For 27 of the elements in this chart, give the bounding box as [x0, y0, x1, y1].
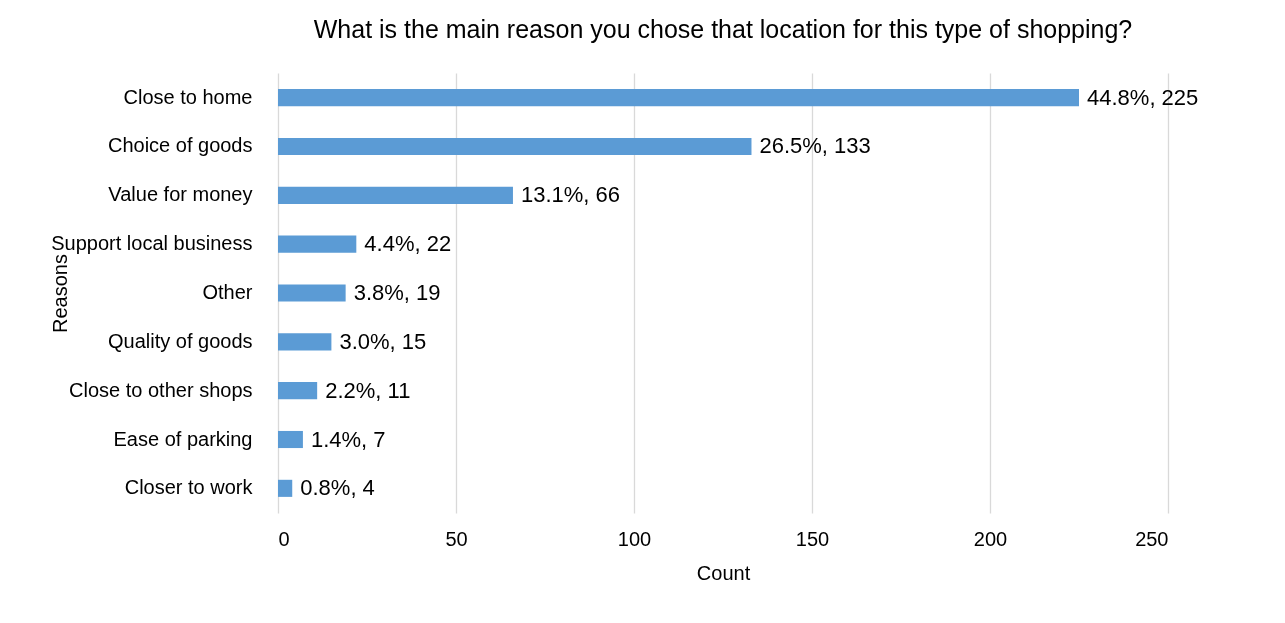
y-tick-label: Support local business [51, 232, 253, 255]
y-tick-label: Quality of goods [107, 329, 253, 352]
x-tick-label: 0 [278, 527, 290, 550]
data-label: 2.2%, 11 [325, 377, 411, 403]
data-label: 0.8%, 4 [300, 475, 375, 501]
y-tick-label: Value for money [108, 183, 253, 206]
y-tick-label: Other [202, 281, 253, 303]
data-label: 44.8%, 225 [1087, 84, 1199, 110]
y-axis-title: Reasons [48, 254, 71, 333]
y-tick-label: Close to home [123, 85, 253, 108]
data-label: 26.5%, 133 [759, 133, 871, 159]
x-tick-label: 150 [795, 527, 830, 550]
x-tick-label: 50 [445, 527, 468, 550]
chart-title: What is the main reason you chose that location for this type of shopping? [313, 15, 1133, 43]
data-label: 3.8%, 19 [353, 280, 441, 305]
y-tick-label: Closer to work [124, 476, 254, 499]
x-tick-label: 100 [617, 527, 652, 550]
data-label: 4.4%, 22 [364, 231, 452, 257]
y-tick-label: Ease of parking [113, 427, 253, 450]
data-label: 13.1%, 66 [520, 182, 621, 208]
x-tick-label: 200 [973, 527, 1008, 550]
data-label: 3.0%, 15 [339, 328, 427, 354]
x-tick-label: 250 [1135, 527, 1169, 550]
y-tick-label: Close to other shops [69, 378, 253, 401]
x-axis-title: Count [696, 561, 751, 584]
y-tick-label: Choice of goods [107, 134, 253, 157]
data-label: 1.4%, 7 [310, 426, 386, 452]
